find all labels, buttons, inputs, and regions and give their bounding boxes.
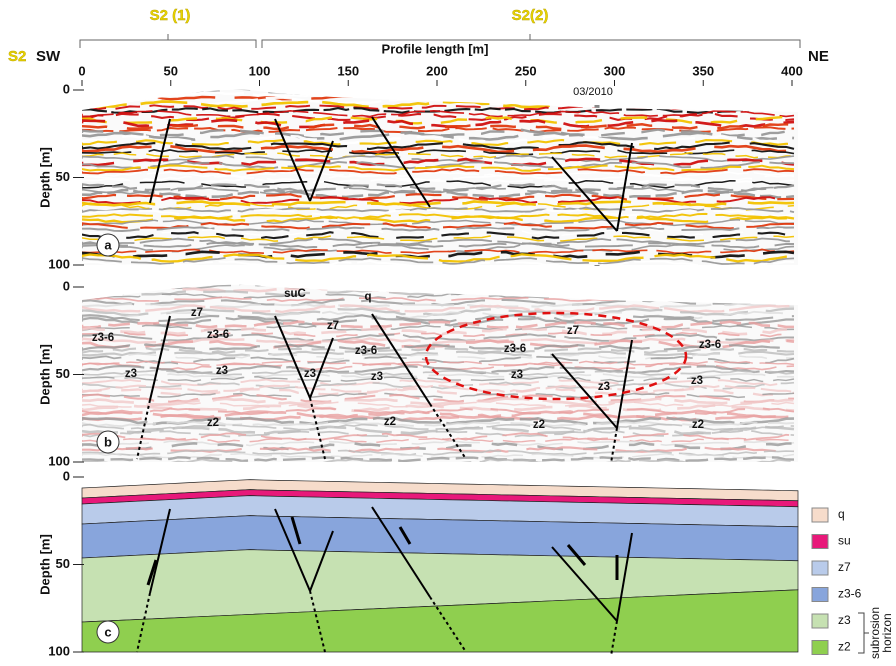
unit-label: suC	[284, 288, 306, 300]
x-tick-label: 0	[78, 63, 85, 78]
bracket	[80, 34, 256, 48]
x-tick-label: 350	[692, 63, 714, 78]
x-tick-label: 250	[515, 63, 537, 78]
y-axis-title: Depth [m]	[37, 534, 52, 595]
y-tick-label: 0	[63, 81, 70, 96]
legend-swatch	[812, 614, 828, 628]
x-tick-label: 400	[781, 63, 803, 78]
panel-label: c	[104, 624, 111, 639]
figure: S2 (1) S2(2) S2 SW NE Profile length [m] 03/20…	[0, 0, 896, 666]
reflector	[82, 281, 794, 286]
legend-swatch	[812, 561, 828, 575]
x-tick-label: 300	[604, 63, 626, 78]
legend-swatch	[812, 508, 828, 522]
unit-label: z7	[327, 320, 339, 332]
legend-note: horizon	[880, 613, 894, 652]
x-axis-title: Profile length [m]	[382, 41, 489, 56]
y-axis-title: Depth [m]	[37, 344, 52, 405]
seismic-texture	[82, 81, 798, 269]
legend-label: z3-6	[838, 587, 862, 601]
y-tick-label: 0	[63, 278, 70, 293]
unit-label: z3	[598, 381, 610, 393]
legend-swatch	[812, 588, 828, 602]
y-axis-title: Depth [m]	[37, 147, 52, 208]
legend-label: su	[838, 534, 851, 548]
y-tick-label: 100	[48, 643, 70, 658]
bracket	[262, 34, 800, 48]
reflector	[82, 463, 794, 468]
unit-label: z7	[567, 325, 579, 337]
legend-label: z2	[838, 640, 851, 654]
x-tick-label: 150	[337, 63, 359, 78]
unit-label: z3	[216, 365, 228, 377]
unit-label: z3-6	[504, 343, 526, 355]
unit-label: z3-6	[355, 345, 377, 357]
y-tick-label: 100	[48, 453, 70, 468]
y-tick-label: 50	[56, 169, 70, 184]
legend-swatch	[812, 641, 828, 655]
legend-label: z3	[838, 613, 851, 627]
x-tick-label: 200	[426, 63, 448, 78]
unit-label: z2	[692, 419, 704, 431]
unit-label: z2	[384, 416, 396, 428]
unit-label: z3	[511, 369, 523, 381]
date-marker: 03/2010	[573, 86, 613, 98]
y-tick-label: 50	[56, 366, 70, 381]
profile-label: S2	[8, 48, 26, 65]
legend-swatch	[812, 535, 828, 549]
unit-label: z3	[371, 371, 383, 383]
reflector	[82, 278, 794, 283]
direction-label: NE	[808, 48, 829, 65]
direction-label: SW	[36, 48, 61, 65]
seismic-texture	[82, 278, 798, 468]
unit-label: z7	[191, 307, 203, 319]
legend-label: q	[838, 507, 845, 521]
unit-label: z2	[207, 417, 219, 429]
legend-label: z7	[838, 560, 851, 574]
unit-label: q	[364, 291, 371, 303]
panel-label: b	[104, 434, 112, 449]
panel-label: a	[104, 237, 112, 252]
reflector	[82, 266, 794, 269]
x-tick-label: 100	[249, 63, 271, 78]
unit-label: z2	[533, 419, 545, 431]
segment-label: S2(2)	[512, 7, 549, 24]
unit-label: z3	[691, 375, 703, 387]
y-tick-label: 0	[63, 468, 70, 483]
unit-label: z3	[304, 368, 316, 380]
reflector	[82, 85, 794, 93]
reflector	[82, 81, 794, 88]
y-tick-label: 50	[56, 556, 70, 571]
unit-label: z3-6	[92, 332, 114, 344]
unit-label: z3-6	[699, 339, 721, 351]
segment-label: S2 (1)	[150, 7, 191, 24]
y-tick-label: 100	[48, 256, 70, 271]
unit-label: z3-6	[207, 329, 229, 341]
unit-label: z3	[125, 368, 137, 380]
x-tick-label: 50	[164, 63, 178, 78]
